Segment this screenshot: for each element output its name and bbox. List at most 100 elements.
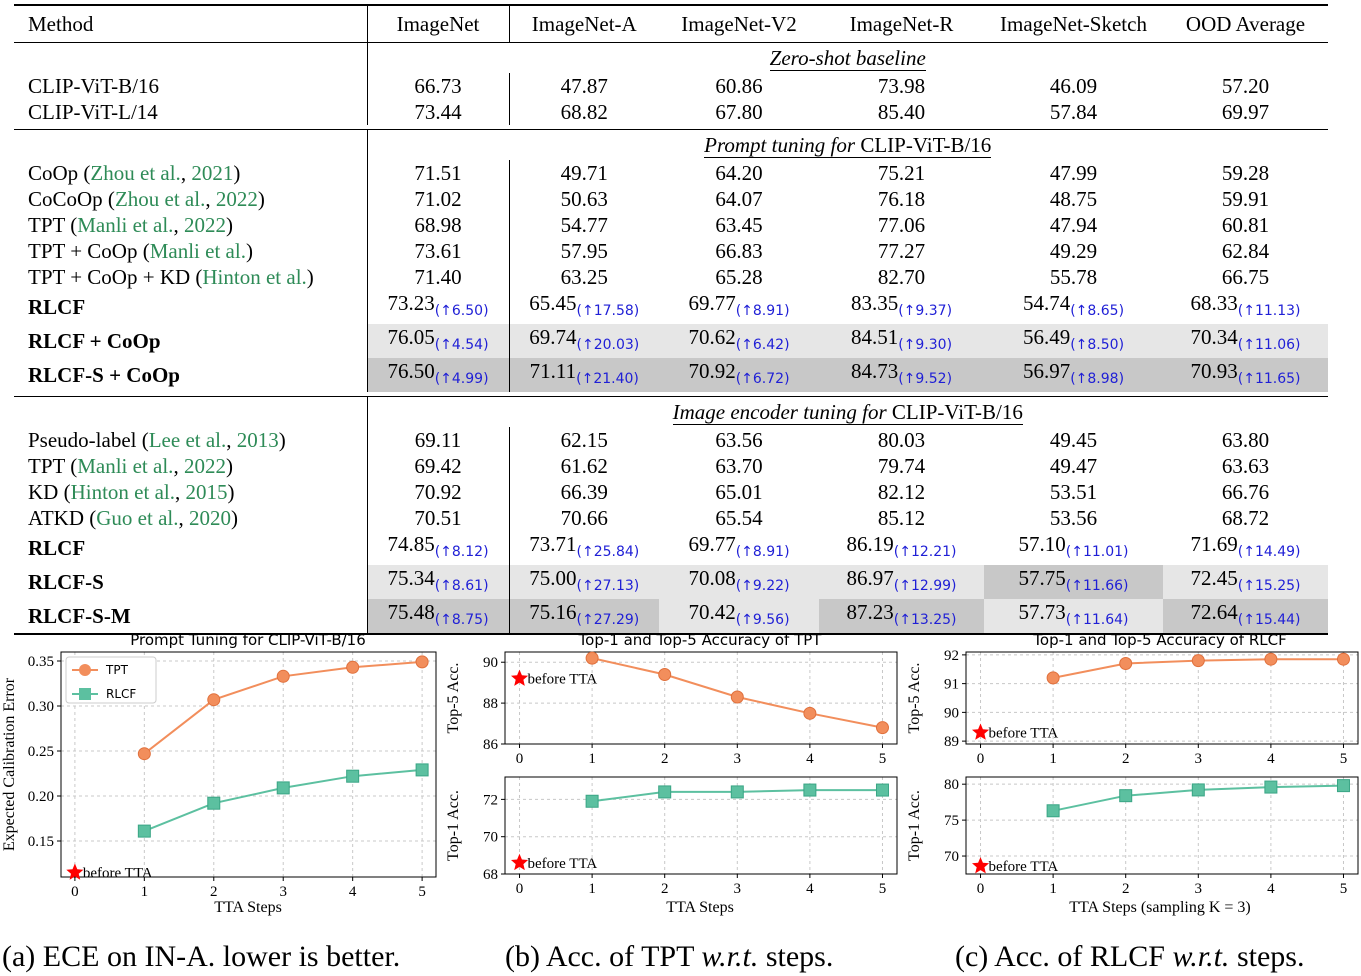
gain-label: (↑15.44) <box>1237 612 1301 628</box>
data-point <box>1336 652 1350 666</box>
y-tick-label: 70 <box>944 849 959 865</box>
value-cell: 80.03 <box>877 428 926 452</box>
value-cell: 54.74(↑8.65) <box>1022 291 1125 319</box>
gain-label: (↑25.84) <box>576 544 640 560</box>
data-point <box>137 747 151 761</box>
y-tick-label: 0.20 <box>28 789 54 805</box>
column-header: OOD Average <box>1163 4 1328 43</box>
value-cell: 86.97(↑12.99) <box>819 565 984 599</box>
value-cell: 47.99 <box>1049 161 1098 185</box>
value-cell: 57.84 <box>1049 100 1098 124</box>
value-cell: 57.73(↑11.64) <box>984 599 1163 634</box>
x-axis-label: TTA Steps (sampling K = 3) <box>1069 899 1251 916</box>
value-cell: 73.98 <box>877 74 926 98</box>
gain-label: (↑8.65) <box>1070 303 1125 319</box>
gain-label: (↑12.21) <box>893 544 957 560</box>
legend-marker <box>79 688 91 700</box>
data-point <box>585 794 599 808</box>
data-point <box>207 693 221 707</box>
value-cell: 71.02 <box>367 186 510 212</box>
section-title: Image encoder tuning for CLIP-ViT-B/16 <box>672 400 1023 425</box>
plot-frame <box>965 776 1359 875</box>
value-cell: 75.48(↑8.75) <box>367 599 510 634</box>
gain-label: (↑4.99) <box>434 371 489 387</box>
value-cell: 46.09 <box>1049 74 1098 98</box>
value-cell: 60.81 <box>1221 213 1270 237</box>
x-tick-label: 2 <box>661 881 669 897</box>
table-row: KD (Hinton et al., 2015) 70.92 66.39 65.01 8… <box>14 479 1328 505</box>
plot-frame <box>965 651 1359 745</box>
gain-label: (↑11.66) <box>1065 578 1129 594</box>
table-row: RLCF-S-M 75.48(↑8.75) 75.16(↑27.29) 70.42(↑… <box>14 599 1328 634</box>
before-tta-star <box>972 857 990 874</box>
table-row: TPT + CoOp (Manli et al.) 73.61 57.95 66.83… <box>14 238 1328 264</box>
x-tick-label: 3 <box>734 751 742 767</box>
value-cell: 49.29 <box>1049 239 1098 263</box>
value-cell: 72.64(↑15.44) <box>1163 599 1328 634</box>
value-cell: 50.63 <box>560 187 608 211</box>
x-tick-label: 3 <box>734 881 742 897</box>
gain-label: (↑8.98) <box>1070 371 1125 387</box>
value-cell: 75.00(↑27.13) <box>509 565 659 599</box>
value-cell: 63.80 <box>1221 428 1270 452</box>
data-point <box>875 721 889 735</box>
value-cell: 66.83 <box>715 239 763 263</box>
before-tta-label: before TTA <box>989 726 1059 742</box>
x-tick-label: 3 <box>1195 751 1203 767</box>
header-row: Method ImageNet ImageNet-A ImageNet-V2 Image… <box>14 4 1328 43</box>
value-cell: 47.87 <box>560 74 608 98</box>
x-tick-label: 2 <box>661 751 669 767</box>
x-tick-label: 0 <box>516 751 524 767</box>
value-cell: 71.69(↑14.49) <box>1190 532 1301 560</box>
value-cell: 64.20 <box>715 161 763 185</box>
value-cell: 57.75(↑11.66) <box>984 565 1163 599</box>
chart-title: Top-1 and Top-5 Accuracy of TPT <box>578 631 823 649</box>
table-row: ATKD (Guo et al., 2020) 70.51 70.66 65.54 85… <box>14 505 1328 531</box>
figure-charts: Prompt Tuning for CLIP-ViT-B/16 0.15 0.20 0… <box>1 631 1359 916</box>
caption-b: (b) Acc. of TPT w.r.t. steps. <box>505 940 834 973</box>
value-cell: 64.07 <box>715 187 763 211</box>
y-axis-label: Expected Calibration Error <box>1 677 18 851</box>
data-point <box>1046 804 1060 818</box>
value-cell: 70.93(↑11.65) <box>1163 358 1328 392</box>
data-point <box>803 706 817 720</box>
data-point <box>1046 671 1060 685</box>
table-row: CoCoOp (Zhou et al., 2022) 71.02 50.63 64.0… <box>14 186 1328 212</box>
y-tick-label: 89 <box>944 734 959 750</box>
caption-c: (c) Acc. of RLCF w.r.t. steps. <box>955 940 1305 973</box>
y-tick-label: 90 <box>483 655 498 671</box>
data-point <box>415 763 429 777</box>
data-point <box>346 769 360 783</box>
before-tta-star <box>511 853 529 871</box>
data-point <box>875 783 889 797</box>
plot-frame <box>60 651 437 878</box>
gain-label: (↑9.30) <box>898 337 953 353</box>
x-tick-label: 4 <box>1267 881 1275 897</box>
x-tick-label: 1 <box>588 751 596 767</box>
x-tick-label: 0 <box>516 881 524 897</box>
value-cell: 62.84 <box>1221 239 1270 263</box>
gain-label: (↑8.75) <box>434 612 489 628</box>
method-name: RLCF-S-M <box>14 599 368 634</box>
gain-label: (↑6.42) <box>735 337 790 353</box>
legend-marker <box>79 664 91 676</box>
data-point <box>415 655 429 669</box>
caption-a: (a) ECE on IN-A. lower is better. <box>2 940 401 973</box>
table-row: RLCF 74.85(↑8.12) 73.71(↑25.84) 69.77(↑8.91… <box>14 531 1328 565</box>
column-header: ImageNet-R <box>819 4 984 43</box>
x-tick-label: 2 <box>1122 751 1130 767</box>
value-cell: 70.92(↑6.72) <box>659 358 819 392</box>
value-cell: 84.51(↑9.30) <box>819 324 984 358</box>
column-header: ImageNet-A <box>509 4 659 43</box>
data-point <box>585 651 599 665</box>
gain-label: (↑11.01) <box>1065 544 1129 560</box>
value-cell: 70.42(↑9.56) <box>659 599 819 634</box>
method-name: RLCF-S + CoOp <box>14 358 368 392</box>
value-cell: 79.74 <box>877 454 926 478</box>
y-tick-label: 88 <box>483 696 498 712</box>
figure-captions: (a) ECE on IN-A. lower is better. (b) Ac… <box>0 940 1361 976</box>
data-point <box>730 690 744 704</box>
x-tick-label: 5 <box>879 751 887 767</box>
data-point <box>1191 783 1205 797</box>
gain-label: (↑8.91) <box>735 303 790 319</box>
